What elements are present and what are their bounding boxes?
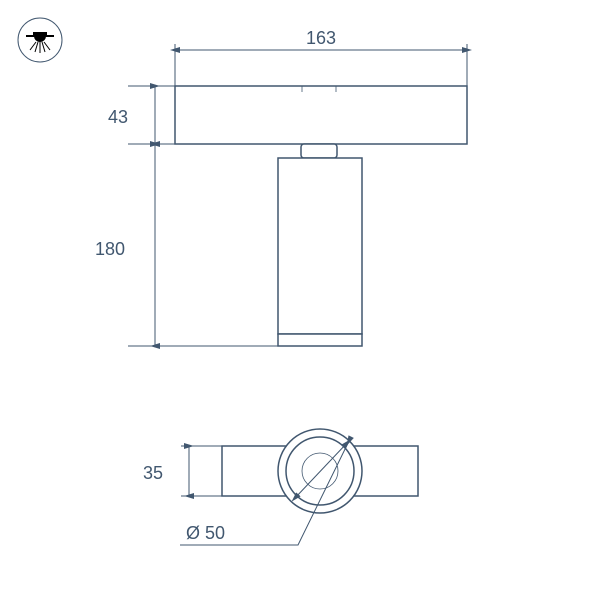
dim-bottom-h: 35 (143, 463, 163, 483)
dim-height-track: 43 (108, 107, 128, 127)
dim-height-total: 180 (95, 239, 125, 259)
technical-drawing: 163 43 180 35 Ø 50 (0, 0, 600, 599)
recessed-downlight-icon (18, 18, 62, 62)
dim-width-top: 163 (306, 28, 336, 48)
elevation-view (155, 50, 467, 346)
dim-diameter: Ø 50 (186, 523, 225, 543)
